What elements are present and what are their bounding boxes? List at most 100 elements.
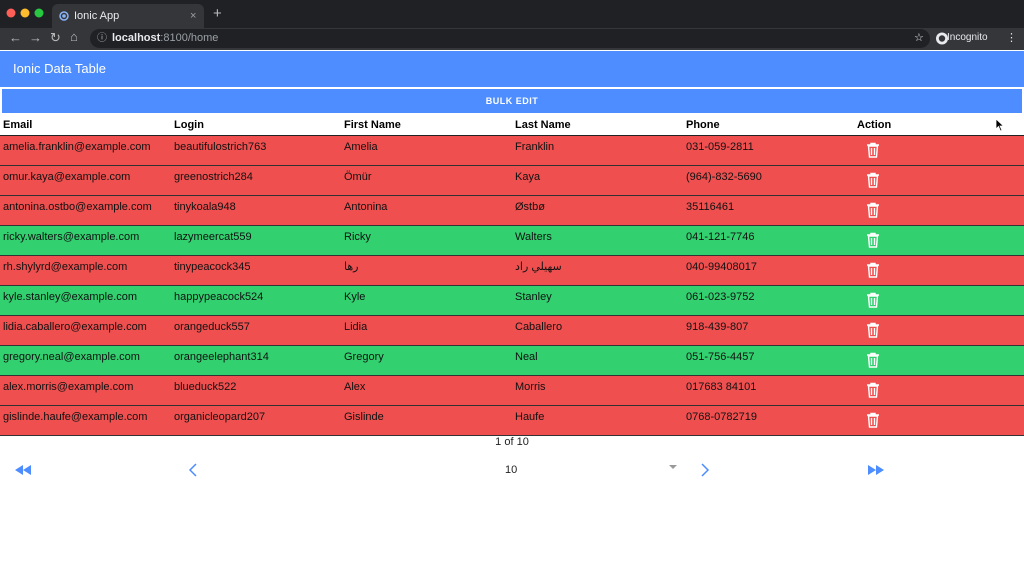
table-cell: Franklin — [515, 141, 555, 153]
table-cell: Gregory — [344, 351, 384, 363]
delete-button[interactable] — [866, 382, 880, 398]
trash-icon — [867, 412, 879, 428]
tab-icon — [59, 11, 69, 21]
table-cell: blueduck522 — [174, 381, 237, 393]
page-size-select[interactable]: 10 — [505, 464, 518, 476]
incognito-icon — [936, 32, 948, 45]
table-cell: رها — [344, 261, 359, 273]
info-icon: ⓘ — [97, 33, 107, 44]
tab-close[interactable]: × — [190, 10, 197, 22]
first-page-button[interactable] — [14, 464, 32, 476]
trash-icon — [867, 292, 879, 308]
column-header: Phone — [686, 119, 720, 131]
column-header: Email — [3, 119, 33, 131]
table-cell: Kaya — [515, 171, 541, 183]
delete-button[interactable] — [866, 232, 880, 248]
table-cell: (964)-832-5690 — [686, 171, 762, 183]
header-row: Email Login First Name Last Name Phone Action — [0, 116, 1024, 136]
table-cell: tinypeacock345 — [174, 261, 251, 273]
table-cell: Gislinde — [344, 411, 384, 423]
address-bar[interactable]: ⓘ localhost:8100/home ☆ — [90, 29, 930, 48]
table-cell: Ömür — [344, 171, 372, 183]
delete-button[interactable] — [866, 412, 880, 428]
back-button[interactable]: ← — [9, 30, 22, 45]
bookmark-star[interactable]: ☆ — [914, 32, 924, 44]
table-cell: Alex — [344, 381, 366, 393]
delete-button[interactable] — [866, 172, 880, 188]
trash-icon — [867, 352, 879, 368]
table-row: gislinde.haufe@example.com organicleopard… — [0, 406, 1024, 436]
table-row: rh.shylyrd@example.com tinypeacock345 رها س… — [0, 256, 1024, 286]
table-row: amelia.franklin@example.com beautifulostr… — [0, 136, 1024, 166]
table-cell: Amelia — [344, 141, 378, 153]
window-controls — [6, 8, 44, 18]
table-cell: greenostrich284 — [174, 171, 253, 183]
table-cell: Walters — [515, 231, 552, 243]
page-status: 1 of 10 — [495, 436, 529, 448]
table-row: lidia.caballero@example.com orangeduck557… — [0, 316, 1024, 346]
table-cell: Caballero — [515, 321, 563, 333]
forward-button[interactable]: → — [29, 30, 42, 45]
bulk-edit-button[interactable]: BULK EDIT — [1, 88, 1023, 114]
table-cell: kyle.stanley@example.com — [3, 291, 138, 303]
table-cell: سهيلي راد — [515, 261, 562, 273]
table-cell: 061-023-9752 — [686, 291, 755, 303]
table-cell: Morris — [515, 381, 546, 393]
table-cell: happypeacock524 — [174, 291, 264, 303]
table-row: antonina.ostbo@example.com tinykoala948 An… — [0, 196, 1024, 226]
new-tab[interactable]: + — [213, 5, 222, 22]
table-cell: beautifulostrich763 — [174, 141, 267, 153]
table-cell: 031-059-2811 — [686, 141, 754, 153]
table-cell: Kyle — [344, 291, 366, 303]
trash-icon — [867, 262, 879, 278]
table-row: alex.morris@example.com blueduck522 Alex Mo… — [0, 376, 1024, 406]
delete-button[interactable] — [866, 292, 880, 308]
app-header: Ionic Data Table — [0, 51, 1024, 87]
last-page-button[interactable] — [867, 464, 885, 476]
delete-button[interactable] — [866, 202, 880, 218]
table-cell: organicleopard207 — [174, 411, 266, 423]
column-header: Action — [857, 119, 892, 131]
menu-button[interactable]: ⋮ — [1006, 32, 1017, 44]
table-cell: Antonina — [344, 201, 388, 213]
delete-button[interactable] — [866, 262, 880, 278]
home-button[interactable]: ⌂ — [70, 29, 78, 44]
table-row: ricky.walters@example.com lazymeercat559 R… — [0, 226, 1024, 256]
table-cell: gislinde.haufe@example.com — [3, 411, 148, 423]
browser-tab[interactable]: Ionic App × — [52, 4, 204, 28]
reload-button[interactable]: ↻ — [50, 30, 61, 45]
delete-button[interactable] — [866, 142, 880, 158]
table-row: kyle.stanley@example.com happypeacock524 K… — [0, 286, 1024, 316]
table-cell: gregory.neal@example.com — [3, 351, 140, 363]
tab-title: Ionic App — [74, 10, 120, 22]
table-cell: rh.shylyrd@example.com — [3, 261, 128, 273]
delete-button[interactable] — [866, 352, 880, 368]
page-size-arrow[interactable] — [669, 465, 677, 470]
profile[interactable]: Incognito — [947, 32, 988, 43]
table-cell: lidia.caballero@example.com — [3, 321, 147, 333]
url: localhost:8100/home — [112, 29, 218, 48]
column-header: Login — [174, 119, 204, 131]
trash-icon — [867, 202, 879, 218]
trash-icon — [867, 322, 879, 338]
table-cell: Østbø — [515, 201, 545, 213]
table-cell: 017683 84101 — [686, 381, 757, 393]
delete-button[interactable] — [866, 322, 880, 338]
prev-page-button[interactable] — [188, 463, 198, 477]
table-cell: Haufe — [515, 411, 545, 423]
table-cell: amelia.franklin@example.com — [3, 141, 151, 153]
mouse-cursor — [995, 118, 1005, 132]
table-cell: tinykoala948 — [174, 201, 236, 213]
url-path: :8100/home — [160, 32, 219, 44]
table-cell: 35116461 — [686, 201, 735, 213]
table-cell: lazymeercat559 — [174, 231, 252, 243]
trash-icon — [867, 232, 879, 248]
column-header: Last Name — [515, 119, 571, 131]
next-page-button[interactable] — [700, 463, 710, 477]
app-title: Ionic Data Table — [13, 61, 106, 76]
table-cell: 041-121-7746 — [686, 231, 755, 243]
table-cell: orangeduck557 — [174, 321, 250, 333]
table-cell: antonina.ostbo@example.com — [3, 201, 152, 213]
table-cell: Ricky — [344, 231, 371, 243]
